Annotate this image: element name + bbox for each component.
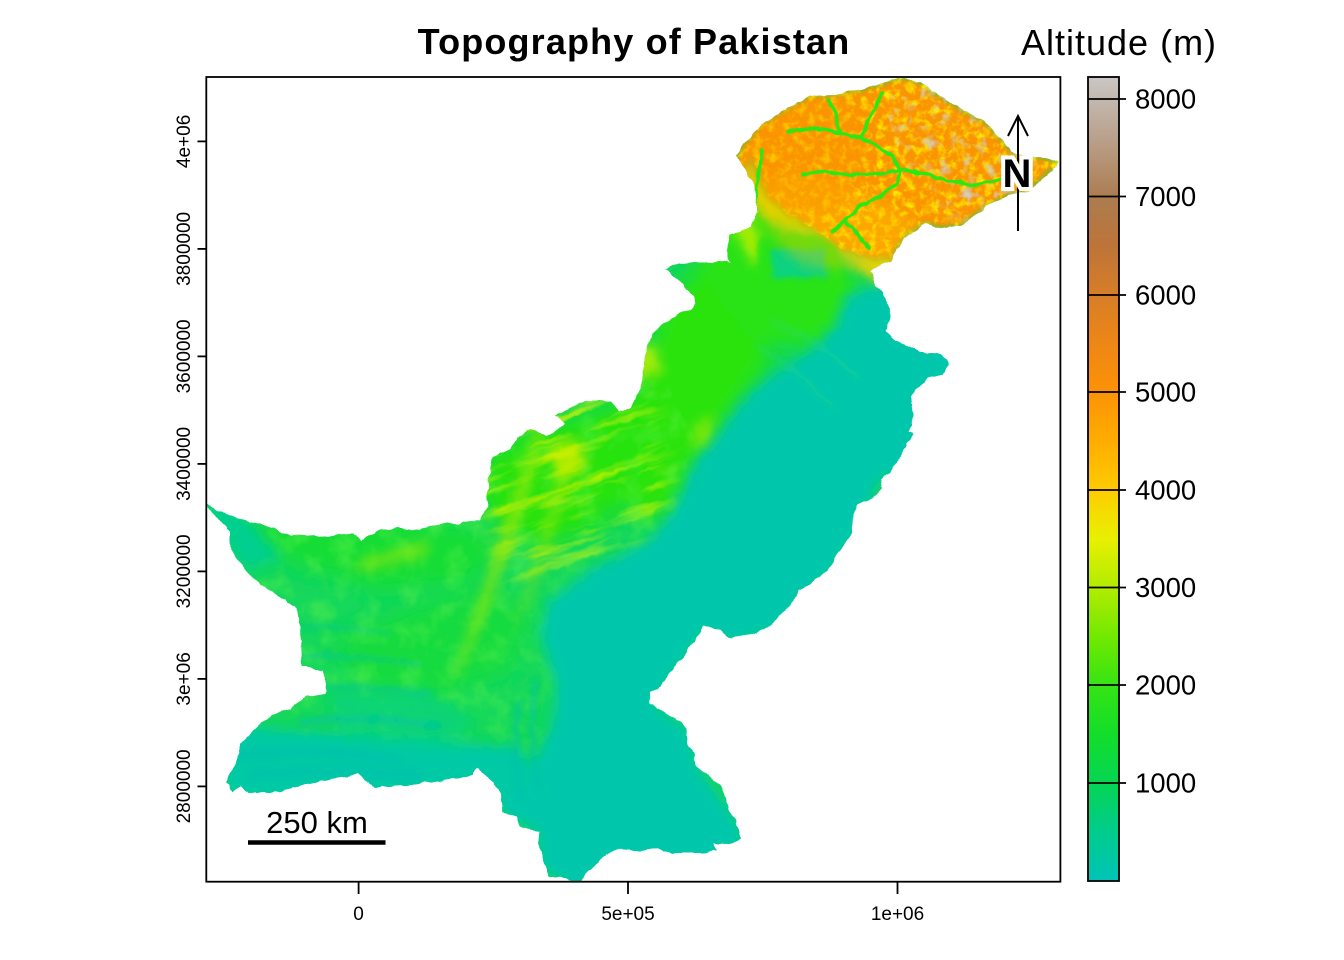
svg-text:5e+05: 5e+05 [601, 904, 654, 925]
svg-text:4000: 4000 [1135, 475, 1196, 506]
svg-text:Altitude (m): Altitude (m) [1021, 22, 1217, 63]
svg-text:3000: 3000 [1135, 572, 1196, 603]
svg-text:1000: 1000 [1135, 768, 1196, 799]
svg-text:2000: 2000 [1135, 670, 1196, 701]
svg-text:3600000: 3600000 [174, 319, 195, 393]
svg-text:3400000: 3400000 [174, 427, 195, 501]
svg-text:5000: 5000 [1135, 377, 1196, 408]
svg-text:3800000: 3800000 [174, 212, 195, 286]
svg-text:0: 0 [353, 904, 364, 925]
svg-text:3200000: 3200000 [174, 534, 195, 608]
svg-text:250 km: 250 km [266, 805, 368, 840]
svg-text:8000: 8000 [1135, 84, 1196, 115]
svg-text:Topography of Pakistan: Topography of Pakistan [418, 21, 851, 62]
svg-text:2800000: 2800000 [174, 749, 195, 823]
svg-text:4e+06: 4e+06 [174, 115, 195, 168]
svg-text:N: N [1003, 152, 1032, 196]
svg-text:3e+06: 3e+06 [174, 652, 195, 705]
svg-text:1e+06: 1e+06 [871, 904, 924, 925]
svg-text:6000: 6000 [1135, 280, 1196, 311]
svg-text:7000: 7000 [1135, 181, 1196, 212]
